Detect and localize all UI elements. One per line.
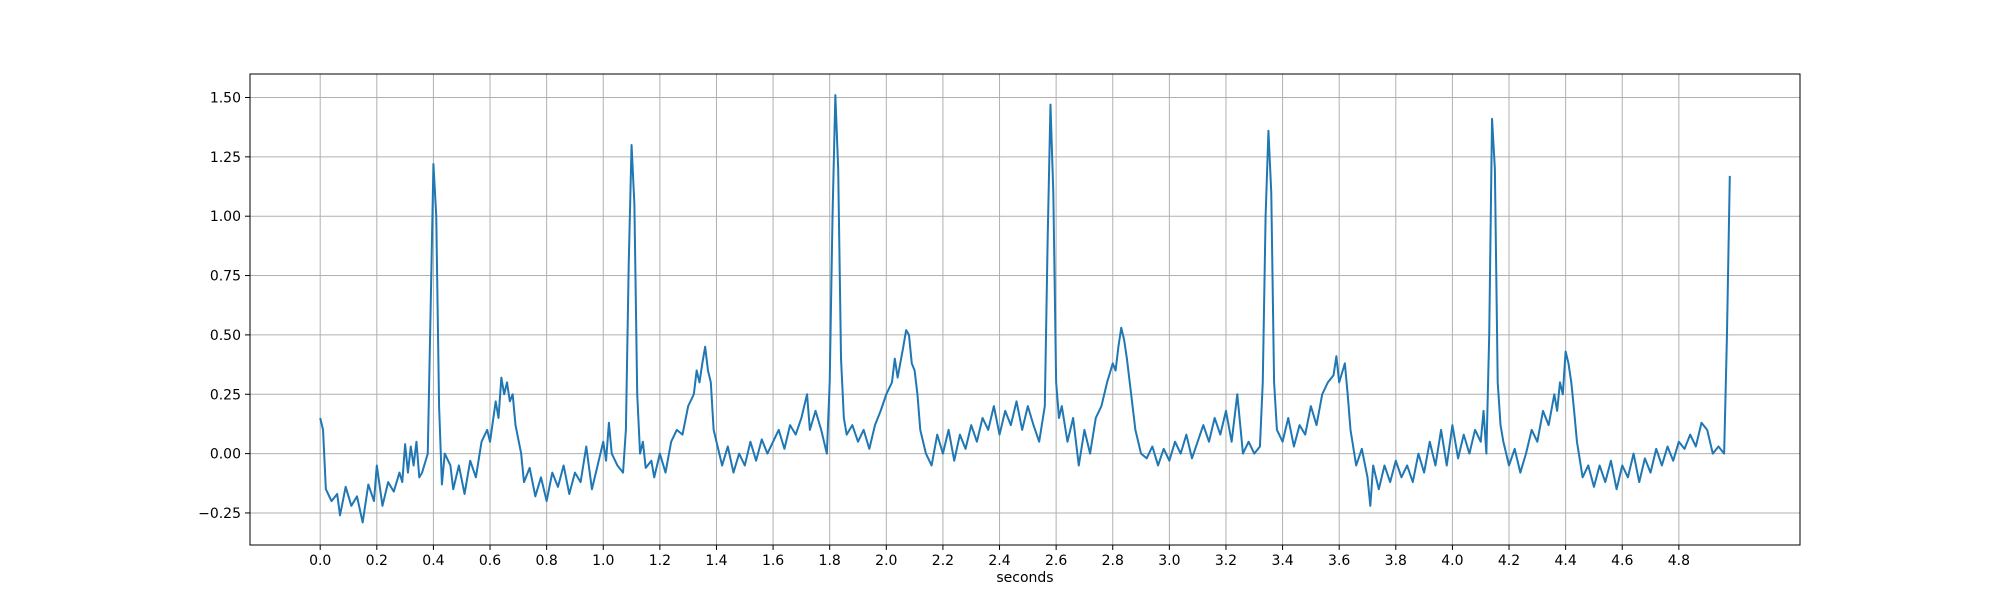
y-tick-label: −0.25 (198, 506, 241, 522)
x-tick-label: 0.6 (479, 553, 501, 569)
x-tick-label: 1.6 (762, 553, 784, 569)
x-tick-label: 2.6 (1045, 553, 1067, 569)
x-tick-label: 4.4 (1554, 553, 1576, 569)
line (319, 94, 1731, 524)
x-tick-label: 2.8 (1102, 553, 1124, 569)
x-tick-label: 3.0 (1158, 553, 1180, 569)
x-axis-label: seconds (996, 570, 1053, 586)
x-tick-label: 3.8 (1385, 553, 1407, 569)
x-tick-label: 3.4 (1271, 553, 1293, 569)
x-tick-label: 0.2 (366, 553, 388, 569)
x-tick-label: 4.0 (1441, 553, 1463, 569)
x-tick-label: 2.0 (875, 553, 897, 569)
x-tick-label: 2.2 (932, 553, 954, 569)
y-tick-label: 0.50 (210, 328, 241, 344)
y-tick-label: 1.00 (210, 209, 241, 225)
y-tick-label: 0.75 (210, 269, 241, 285)
y-tick-label: 0.00 (210, 447, 241, 463)
plot-frame (249, 73, 1801, 546)
x-tick-label: 4.2 (1498, 553, 1520, 569)
x-tick-label: 1.0 (592, 553, 614, 569)
x-tick-label: 3.6 (1328, 553, 1350, 569)
x-tick-label: 1.4 (705, 553, 727, 569)
x-tick-label: 0.4 (422, 553, 444, 569)
x-tick-label: 4.6 (1611, 553, 1633, 569)
y-tick-label: 1.25 (210, 150, 241, 166)
x-tick-label: 0.0 (309, 553, 331, 569)
x-tick-label: 2.4 (988, 553, 1010, 569)
y-tick-label: 1.50 (210, 91, 241, 107)
x-tick-label: 1.2 (649, 553, 671, 569)
x-tick-label: 4.8 (1668, 553, 1690, 569)
y-tick-label: 0.25 (210, 387, 241, 403)
x-tick-label: 0.8 (536, 553, 558, 569)
x-tick-label: 1.8 (819, 553, 841, 569)
x-tick-label: 3.2 (1215, 553, 1237, 569)
